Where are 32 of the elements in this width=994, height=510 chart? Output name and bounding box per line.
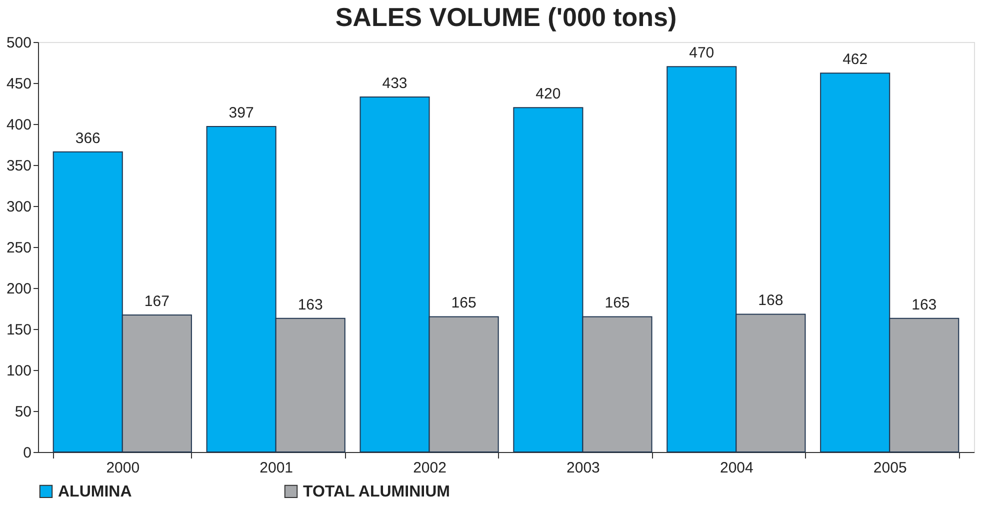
- y-tick-label: 350: [6, 158, 32, 174]
- x-tick-label: 2002: [413, 460, 446, 476]
- data-label: 470: [689, 44, 714, 62]
- y-tick-label: 250: [6, 240, 32, 256]
- data-label: 165: [451, 294, 476, 312]
- x-tick-label: 2005: [873, 460, 907, 476]
- chart-title: SALES VOLUME ('000 tons): [335, 2, 677, 32]
- data-label: 433: [382, 74, 408, 92]
- data-label: 168: [758, 292, 784, 310]
- x-tick-label: 2003: [566, 460, 600, 476]
- y-tick-label: 50: [14, 404, 32, 420]
- legend-label: TOTAL ALUMINIUM: [303, 483, 450, 500]
- data-label: 165: [604, 294, 630, 312]
- y-tick-label: 400: [6, 116, 32, 134]
- y-tick-label: 450: [6, 76, 32, 92]
- data-label: 397: [228, 104, 254, 122]
- x-tick-label: 2004: [720, 460, 754, 476]
- data-label: 366: [75, 130, 100, 147]
- data-label: 462: [842, 51, 868, 68]
- legend-label: ALUMINA: [58, 483, 132, 500]
- y-tick-label: 300: [6, 198, 32, 216]
- y-tick-label: 500: [6, 34, 32, 52]
- data-label: 163: [912, 296, 937, 314]
- y-tick-label: 150: [6, 322, 32, 338]
- y-tick-label: 100: [6, 362, 32, 380]
- x-tick-label: 2001: [260, 460, 294, 476]
- x-tick-label: 2000: [106, 460, 140, 476]
- data-label: 420: [536, 86, 561, 103]
- y-tick-label: 0: [23, 444, 32, 462]
- data-label: 163: [298, 296, 323, 314]
- y-tick-label: 200: [6, 280, 32, 298]
- data-label: 167: [144, 293, 170, 310]
